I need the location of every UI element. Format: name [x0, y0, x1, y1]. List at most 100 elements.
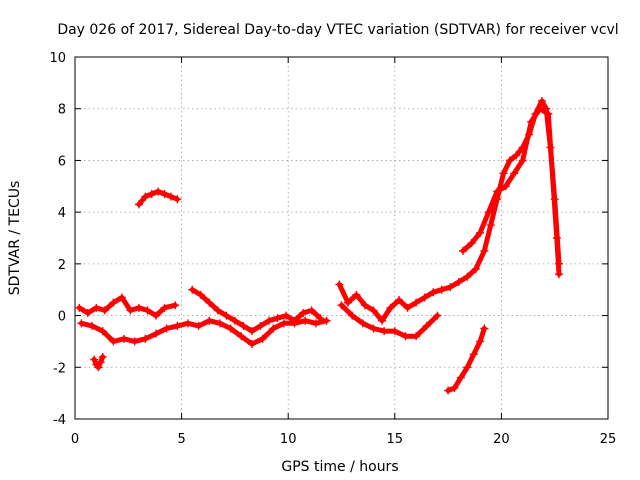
data-point [476, 337, 485, 346]
grid [75, 57, 608, 419]
data-point [83, 308, 92, 317]
data-point [100, 306, 109, 315]
data-point [222, 311, 231, 320]
data-point [141, 334, 150, 343]
data-point [480, 324, 489, 333]
series-trace [78, 318, 330, 347]
x-tick-label: 10 [280, 432, 297, 447]
data-point [463, 363, 472, 372]
data-point [109, 337, 118, 346]
series-dip [90, 352, 107, 372]
data-point [537, 96, 546, 105]
data-point [152, 311, 161, 320]
data-point [369, 306, 378, 315]
data-point [360, 301, 369, 310]
data-point [130, 337, 139, 346]
data-point [173, 321, 182, 330]
data-point [380, 327, 389, 336]
data-point [390, 327, 399, 336]
data-point [493, 187, 502, 196]
data-point [552, 234, 561, 242]
series-trace [445, 326, 487, 394]
data-point [183, 319, 192, 328]
data-point [279, 319, 288, 328]
data-point [403, 303, 412, 312]
series-mid-upper [188, 285, 325, 336]
data-point [282, 311, 291, 320]
data-point [239, 321, 248, 330]
series-high-arc [134, 187, 182, 209]
data-point [162, 324, 171, 333]
y-tick-label: 8 [58, 103, 66, 118]
data-point [147, 190, 156, 199]
data-point [501, 182, 510, 191]
series-trace [76, 295, 178, 319]
data-point [348, 311, 357, 320]
data-point [160, 190, 169, 199]
data-point [126, 306, 135, 315]
data-point [505, 156, 514, 165]
data-point [352, 290, 361, 299]
data-point [437, 285, 446, 294]
data-point [335, 280, 344, 289]
series-negative-branch [444, 324, 489, 395]
data-point [247, 340, 256, 349]
x-tick-label: 0 [71, 432, 79, 447]
data-point [90, 355, 99, 364]
x-axis-label: GPS time / hours [281, 459, 398, 475]
data-point [98, 352, 107, 361]
data-point [518, 156, 527, 165]
data-point [215, 319, 224, 328]
data-point [463, 272, 472, 281]
data-point [143, 306, 152, 315]
data-point [269, 324, 278, 333]
data-point [98, 327, 107, 336]
data-point [307, 306, 316, 315]
data-point [290, 316, 299, 325]
data-point [499, 169, 508, 178]
series-trace [189, 287, 323, 334]
data-point [117, 293, 126, 302]
data-point [476, 228, 485, 237]
data-point [205, 298, 214, 307]
data-point [188, 285, 197, 294]
data-point [459, 246, 468, 255]
data-point [94, 363, 103, 372]
data-point [395, 296, 404, 305]
y-tick-label: -2 [53, 361, 66, 376]
data-point [256, 321, 265, 330]
data-point [343, 298, 352, 307]
data-point [273, 314, 282, 323]
data-point [196, 290, 205, 299]
data-point [420, 293, 429, 302]
data-point [311, 319, 320, 328]
data-point [77, 319, 86, 328]
data-point [96, 358, 105, 367]
x-tick-label: 15 [387, 432, 404, 447]
data-point [316, 314, 325, 323]
data-point [166, 192, 175, 201]
data-point [512, 151, 521, 160]
data-point [141, 192, 150, 201]
data-point [401, 332, 410, 341]
data-point [486, 221, 495, 230]
data-point [134, 303, 143, 312]
x-tick-label: 5 [177, 432, 185, 447]
data-point [433, 311, 442, 320]
plot-frame [74, 56, 609, 420]
data-point [173, 195, 182, 204]
data-point [471, 265, 480, 274]
series-lower-main [77, 316, 331, 349]
data-point [205, 316, 214, 325]
data-point [358, 319, 367, 328]
axis-ticks: 0 5 10 15 20 25 -4 -2 0 2 4 6 8 10 [49, 51, 616, 447]
data-point [88, 321, 97, 330]
y-tick-label: 2 [58, 258, 66, 273]
data-point [301, 316, 310, 325]
y-axis-label: SDTVAR / TECUs [7, 181, 23, 296]
chart-title: Day 026 of 2017, Sidereal Day-to-day VTE… [57, 22, 618, 38]
data-point [322, 316, 331, 325]
data-point [535, 104, 544, 113]
data-point [247, 327, 256, 336]
